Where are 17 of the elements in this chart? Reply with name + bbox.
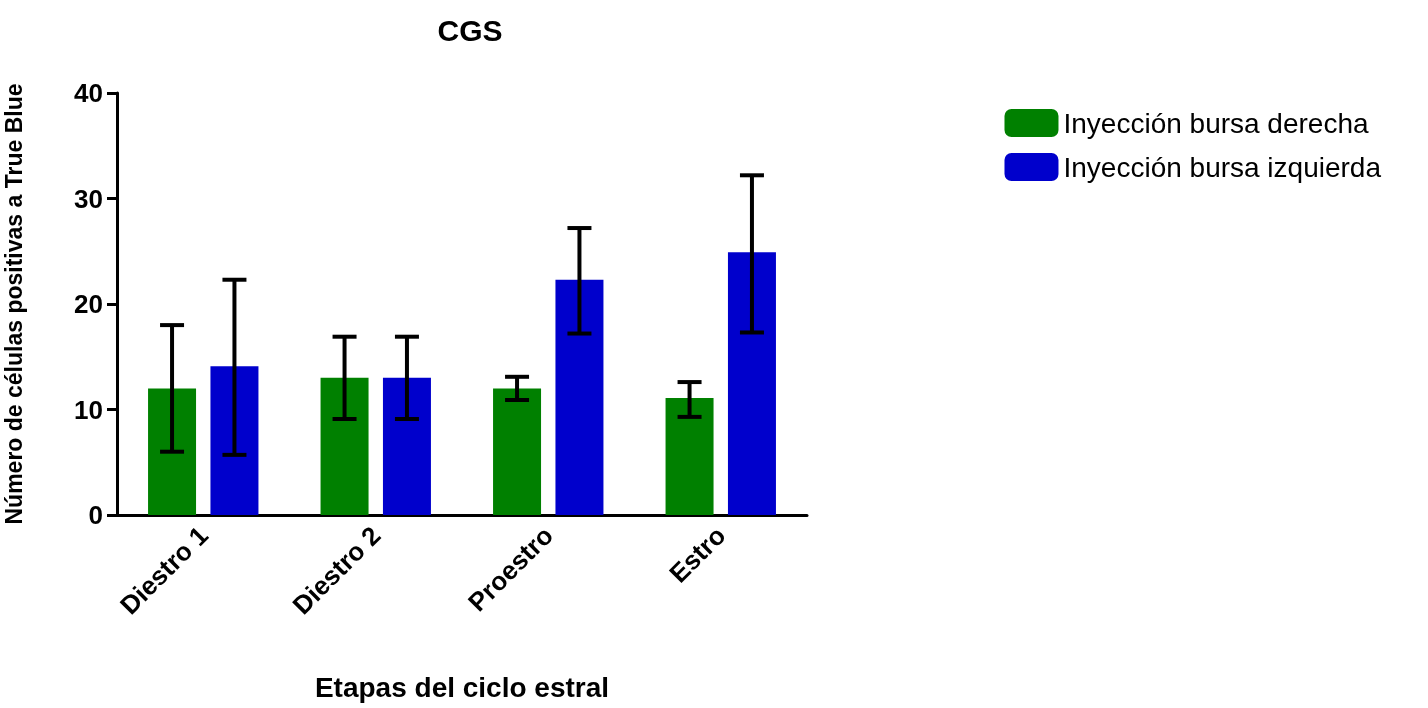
x-axis-title: Etapas del ciclo estral bbox=[314, 671, 610, 703]
bar bbox=[493, 388, 542, 515]
y-tick-label: 0 bbox=[88, 500, 103, 530]
legend-label: Inyección bursa izquierda bbox=[1063, 151, 1382, 183]
legend-label: Inyección bursa derecha bbox=[1063, 107, 1369, 139]
y-axis-title: Número de células positivas a True Blue bbox=[0, 83, 27, 525]
bar bbox=[555, 279, 604, 515]
y-tick-label: 20 bbox=[74, 289, 103, 319]
bar bbox=[727, 252, 776, 515]
chart-title: CGS bbox=[437, 13, 503, 47]
y-tick-label: 10 bbox=[74, 394, 103, 425]
bar bbox=[320, 377, 369, 515]
bar bbox=[665, 397, 714, 515]
bar bbox=[148, 388, 197, 515]
bar bbox=[382, 377, 431, 515]
y-tick-label: 30 bbox=[74, 183, 103, 214]
y-tick-label: 40 bbox=[74, 78, 103, 108]
